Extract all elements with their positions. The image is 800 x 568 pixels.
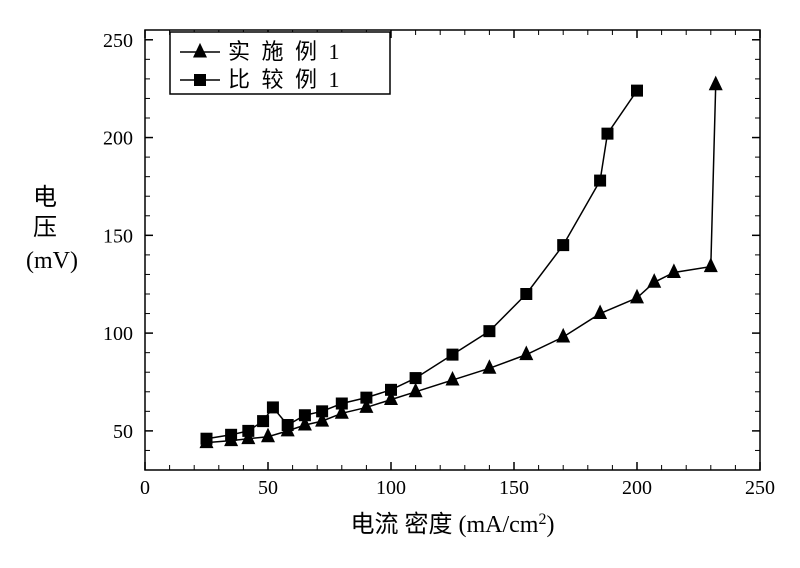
x-tick-label: 100 xyxy=(376,477,406,499)
square-marker xyxy=(336,398,348,410)
square-marker xyxy=(267,401,279,413)
y-tick-label: 50 xyxy=(113,421,133,443)
square-marker xyxy=(360,392,372,404)
y-axis-label-1: 电 xyxy=(33,184,57,211)
triangle-marker xyxy=(556,328,570,343)
x-tick-label: 0 xyxy=(140,477,150,499)
square-marker xyxy=(601,128,613,140)
series-line xyxy=(207,85,716,443)
x-tick-label: 200 xyxy=(622,477,652,499)
line-chart: 0 50 100 150 200 250 50 100 150 200 250 电流 密度 (mA/c… xyxy=(0,0,800,568)
x-tick-label: 150 xyxy=(499,477,529,499)
square-marker xyxy=(225,429,237,441)
y-axis-unit: (mV) xyxy=(26,248,78,274)
square-marker xyxy=(201,433,213,445)
x-tick-label: 50 xyxy=(258,477,278,499)
series-line xyxy=(207,91,638,439)
square-marker xyxy=(257,415,269,427)
square-marker xyxy=(316,405,328,417)
y-tick-label: 200 xyxy=(103,128,133,150)
chart-container: 0 50 100 150 200 250 50 100 150 200 250 电流 密度 (mA/c… xyxy=(0,0,800,568)
square-marker xyxy=(631,85,643,97)
legend-label: 实 施 例 1 xyxy=(228,39,343,64)
square-marker xyxy=(410,372,422,384)
square-marker xyxy=(299,409,311,421)
x-axis-label: 电流 密度 (mA/cm2) xyxy=(351,511,555,539)
square-marker xyxy=(447,349,459,361)
square-marker xyxy=(242,425,254,437)
legend-label: 比 较 例 1 xyxy=(228,67,343,92)
square-marker xyxy=(282,419,294,431)
triangle-marker xyxy=(704,258,718,273)
y-tick-label: 250 xyxy=(103,30,133,52)
x-tick-label: 250 xyxy=(745,477,775,499)
square-marker xyxy=(194,74,206,86)
y-tick-label: 100 xyxy=(103,323,133,345)
triangle-marker xyxy=(630,289,644,304)
y-tick-label: 150 xyxy=(103,225,133,247)
triangle-marker xyxy=(667,263,681,278)
square-marker xyxy=(385,384,397,396)
square-marker xyxy=(594,175,606,187)
square-marker xyxy=(557,239,569,251)
triangle-marker xyxy=(709,76,723,91)
square-marker xyxy=(483,325,495,337)
y-axis-label-2: 压 xyxy=(33,215,57,241)
square-marker xyxy=(520,288,532,300)
